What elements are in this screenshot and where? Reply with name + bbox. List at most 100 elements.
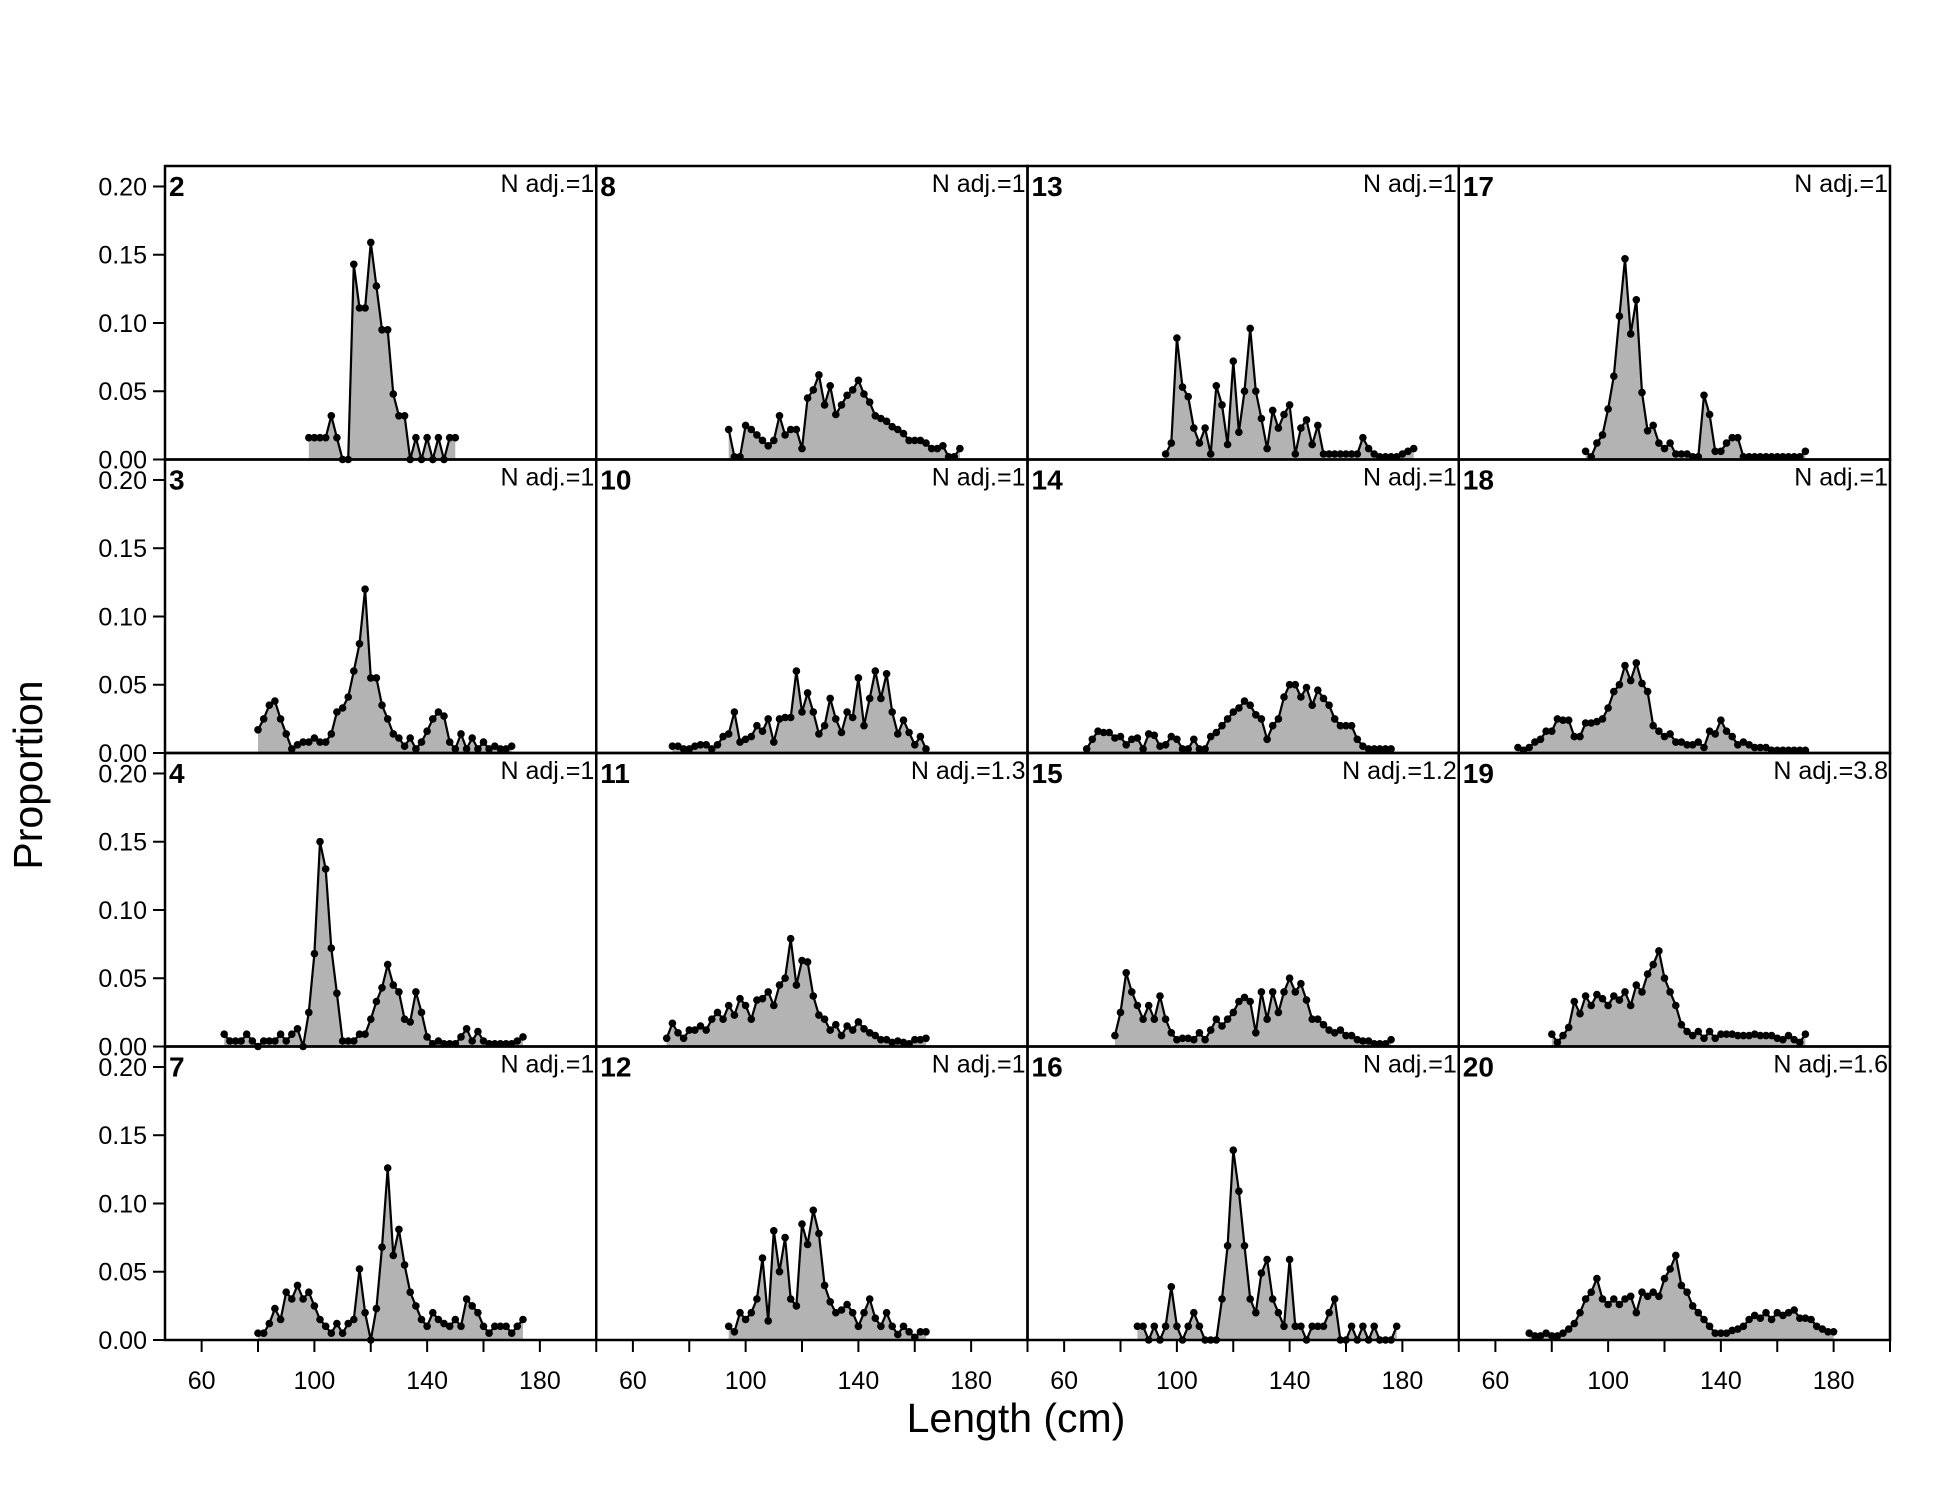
data-point — [1548, 727, 1556, 735]
data-point — [1139, 745, 1147, 753]
data-point — [1116, 1008, 1125, 1017]
data-point — [1285, 974, 1294, 982]
data-point — [1610, 1295, 1618, 1303]
data-point — [1587, 719, 1595, 727]
data-point — [507, 742, 516, 750]
data-point — [1581, 447, 1590, 456]
data-point — [1184, 1322, 1192, 1331]
data-point — [1387, 1035, 1395, 1044]
data-point — [1784, 1308, 1793, 1317]
data-point — [1626, 676, 1635, 685]
data-point — [911, 741, 919, 749]
data-point — [1291, 680, 1300, 689]
data-point — [1677, 450, 1686, 458]
data-point — [1711, 1329, 1719, 1337]
data-point — [242, 1030, 251, 1038]
data-point — [237, 1037, 245, 1045]
data-point — [321, 865, 330, 873]
data-point — [1750, 743, 1759, 752]
data-point — [1672, 738, 1680, 746]
panel-label: 3 — [169, 465, 185, 496]
data-point — [1223, 440, 1232, 449]
data-point — [775, 1267, 784, 1276]
data-point — [1240, 697, 1249, 705]
data-point — [1514, 743, 1522, 752]
data-point — [1801, 1314, 1810, 1322]
data-point — [865, 1295, 874, 1303]
data-point — [1201, 424, 1209, 432]
area-fill-16 — [1137, 1150, 1397, 1340]
data-point — [1308, 1015, 1316, 1023]
data-point — [815, 1229, 823, 1238]
data-point — [423, 433, 431, 442]
data-point — [679, 1034, 688, 1043]
data-point — [1683, 1288, 1691, 1296]
data-point — [1252, 711, 1260, 719]
data-point — [1280, 988, 1288, 996]
data-point — [406, 734, 415, 742]
data-point — [1745, 1315, 1753, 1324]
data-point — [372, 674, 381, 682]
data-point — [1128, 988, 1136, 996]
data-point — [764, 442, 772, 450]
data-point — [1655, 947, 1663, 955]
panel-3: 3 N adj.=1 — [163, 458, 598, 755]
data-point — [1728, 732, 1736, 741]
data-point — [1711, 1034, 1719, 1043]
data-point — [826, 1298, 834, 1306]
data-point — [1683, 450, 1691, 458]
data-point — [372, 1304, 381, 1313]
data-point — [1801, 447, 1810, 456]
panel-label: 11 — [600, 758, 630, 789]
data-point — [1621, 988, 1629, 996]
x-tick-label: 60 — [1481, 1367, 1509, 1395]
data-point — [1133, 734, 1142, 742]
data-point — [1739, 1322, 1748, 1331]
data-point — [1342, 1031, 1350, 1040]
data-point — [350, 1315, 358, 1324]
data-point — [770, 1227, 778, 1235]
data-point — [1638, 1288, 1646, 1296]
data-point — [899, 429, 908, 438]
data-point — [815, 730, 823, 738]
data-point — [1593, 990, 1601, 999]
data-point — [457, 1322, 465, 1331]
data-point — [758, 994, 767, 1003]
data-point — [1190, 1035, 1198, 1044]
data-point — [1263, 1255, 1271, 1264]
data-point — [350, 260, 358, 269]
data-point — [1564, 1023, 1573, 1032]
data-point — [798, 444, 806, 453]
data-point — [877, 694, 885, 703]
data-point — [1576, 732, 1584, 741]
data-point — [1190, 735, 1198, 744]
data-point — [299, 1295, 307, 1303]
data-point — [1122, 969, 1130, 977]
data-point — [479, 738, 488, 746]
data-point — [451, 1315, 460, 1324]
data-point — [316, 738, 324, 746]
data-point — [1734, 433, 1742, 442]
data-point — [1173, 735, 1181, 744]
data-point — [1297, 424, 1305, 432]
y-tick-label: 0.10 — [98, 310, 147, 338]
data-point — [1700, 1315, 1708, 1324]
data-point — [1178, 745, 1187, 753]
data-point — [1688, 1031, 1697, 1040]
data-point — [916, 732, 925, 741]
data-point — [1144, 1001, 1153, 1010]
data-point — [265, 1037, 274, 1045]
data-point — [1364, 1037, 1373, 1045]
data-point — [1280, 693, 1288, 701]
data-point — [832, 410, 840, 419]
data-point — [877, 414, 885, 423]
data-point — [1150, 1322, 1159, 1331]
data-point — [265, 701, 274, 709]
data-point — [905, 436, 913, 445]
data-point — [1581, 1295, 1590, 1303]
data-point — [888, 708, 896, 716]
data-point — [1570, 997, 1579, 1006]
data-point — [809, 992, 818, 1000]
data-point — [1133, 1322, 1142, 1331]
data-point — [1218, 401, 1226, 409]
